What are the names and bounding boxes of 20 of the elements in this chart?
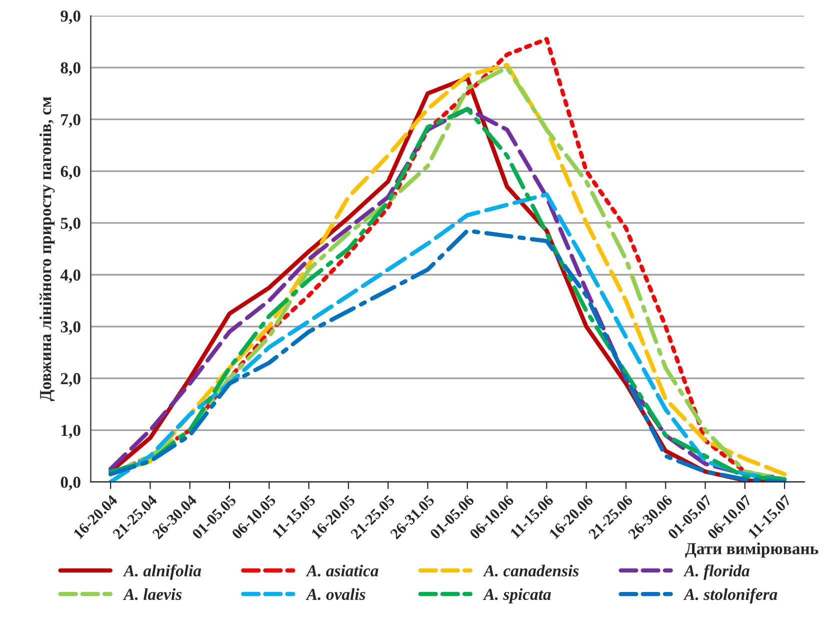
- y-axis-title: Довжина лінійного приросту пагонів, см: [39, 96, 55, 402]
- y-tick-label: 1,0: [62, 424, 80, 439]
- y-tick-label: 8,0: [60, 62, 80, 76]
- legend-label: A. spicata: [482, 588, 551, 604]
- y-tick-label: 6,0: [60, 166, 80, 180]
- legend-label: A. laevis: [122, 588, 182, 600]
- y-tick-label: 3,0: [60, 321, 80, 335]
- legend-label: A. stolonifera: [683, 588, 778, 604]
- legend-label: A. alnifolia: [122, 564, 202, 580]
- x-axis-title: Дати вимірювань: [685, 542, 818, 558]
- y-tick-label: 2,0: [60, 373, 80, 387]
- y-tick-label: 0,0: [60, 476, 80, 490]
- legend-label: A. ovalis: [306, 588, 366, 600]
- y-tick-label: 5,0: [60, 218, 80, 232]
- y-tick-label: 9,0: [60, 10, 80, 24]
- legend-label: A. asiatica: [306, 564, 378, 577]
- y-tick-label: 4,0: [60, 269, 80, 284]
- y-tick-label: 7,0: [61, 114, 80, 128]
- legend-label: A. florida: [683, 564, 750, 580]
- legend-label: A. canadensis: [482, 564, 579, 577]
